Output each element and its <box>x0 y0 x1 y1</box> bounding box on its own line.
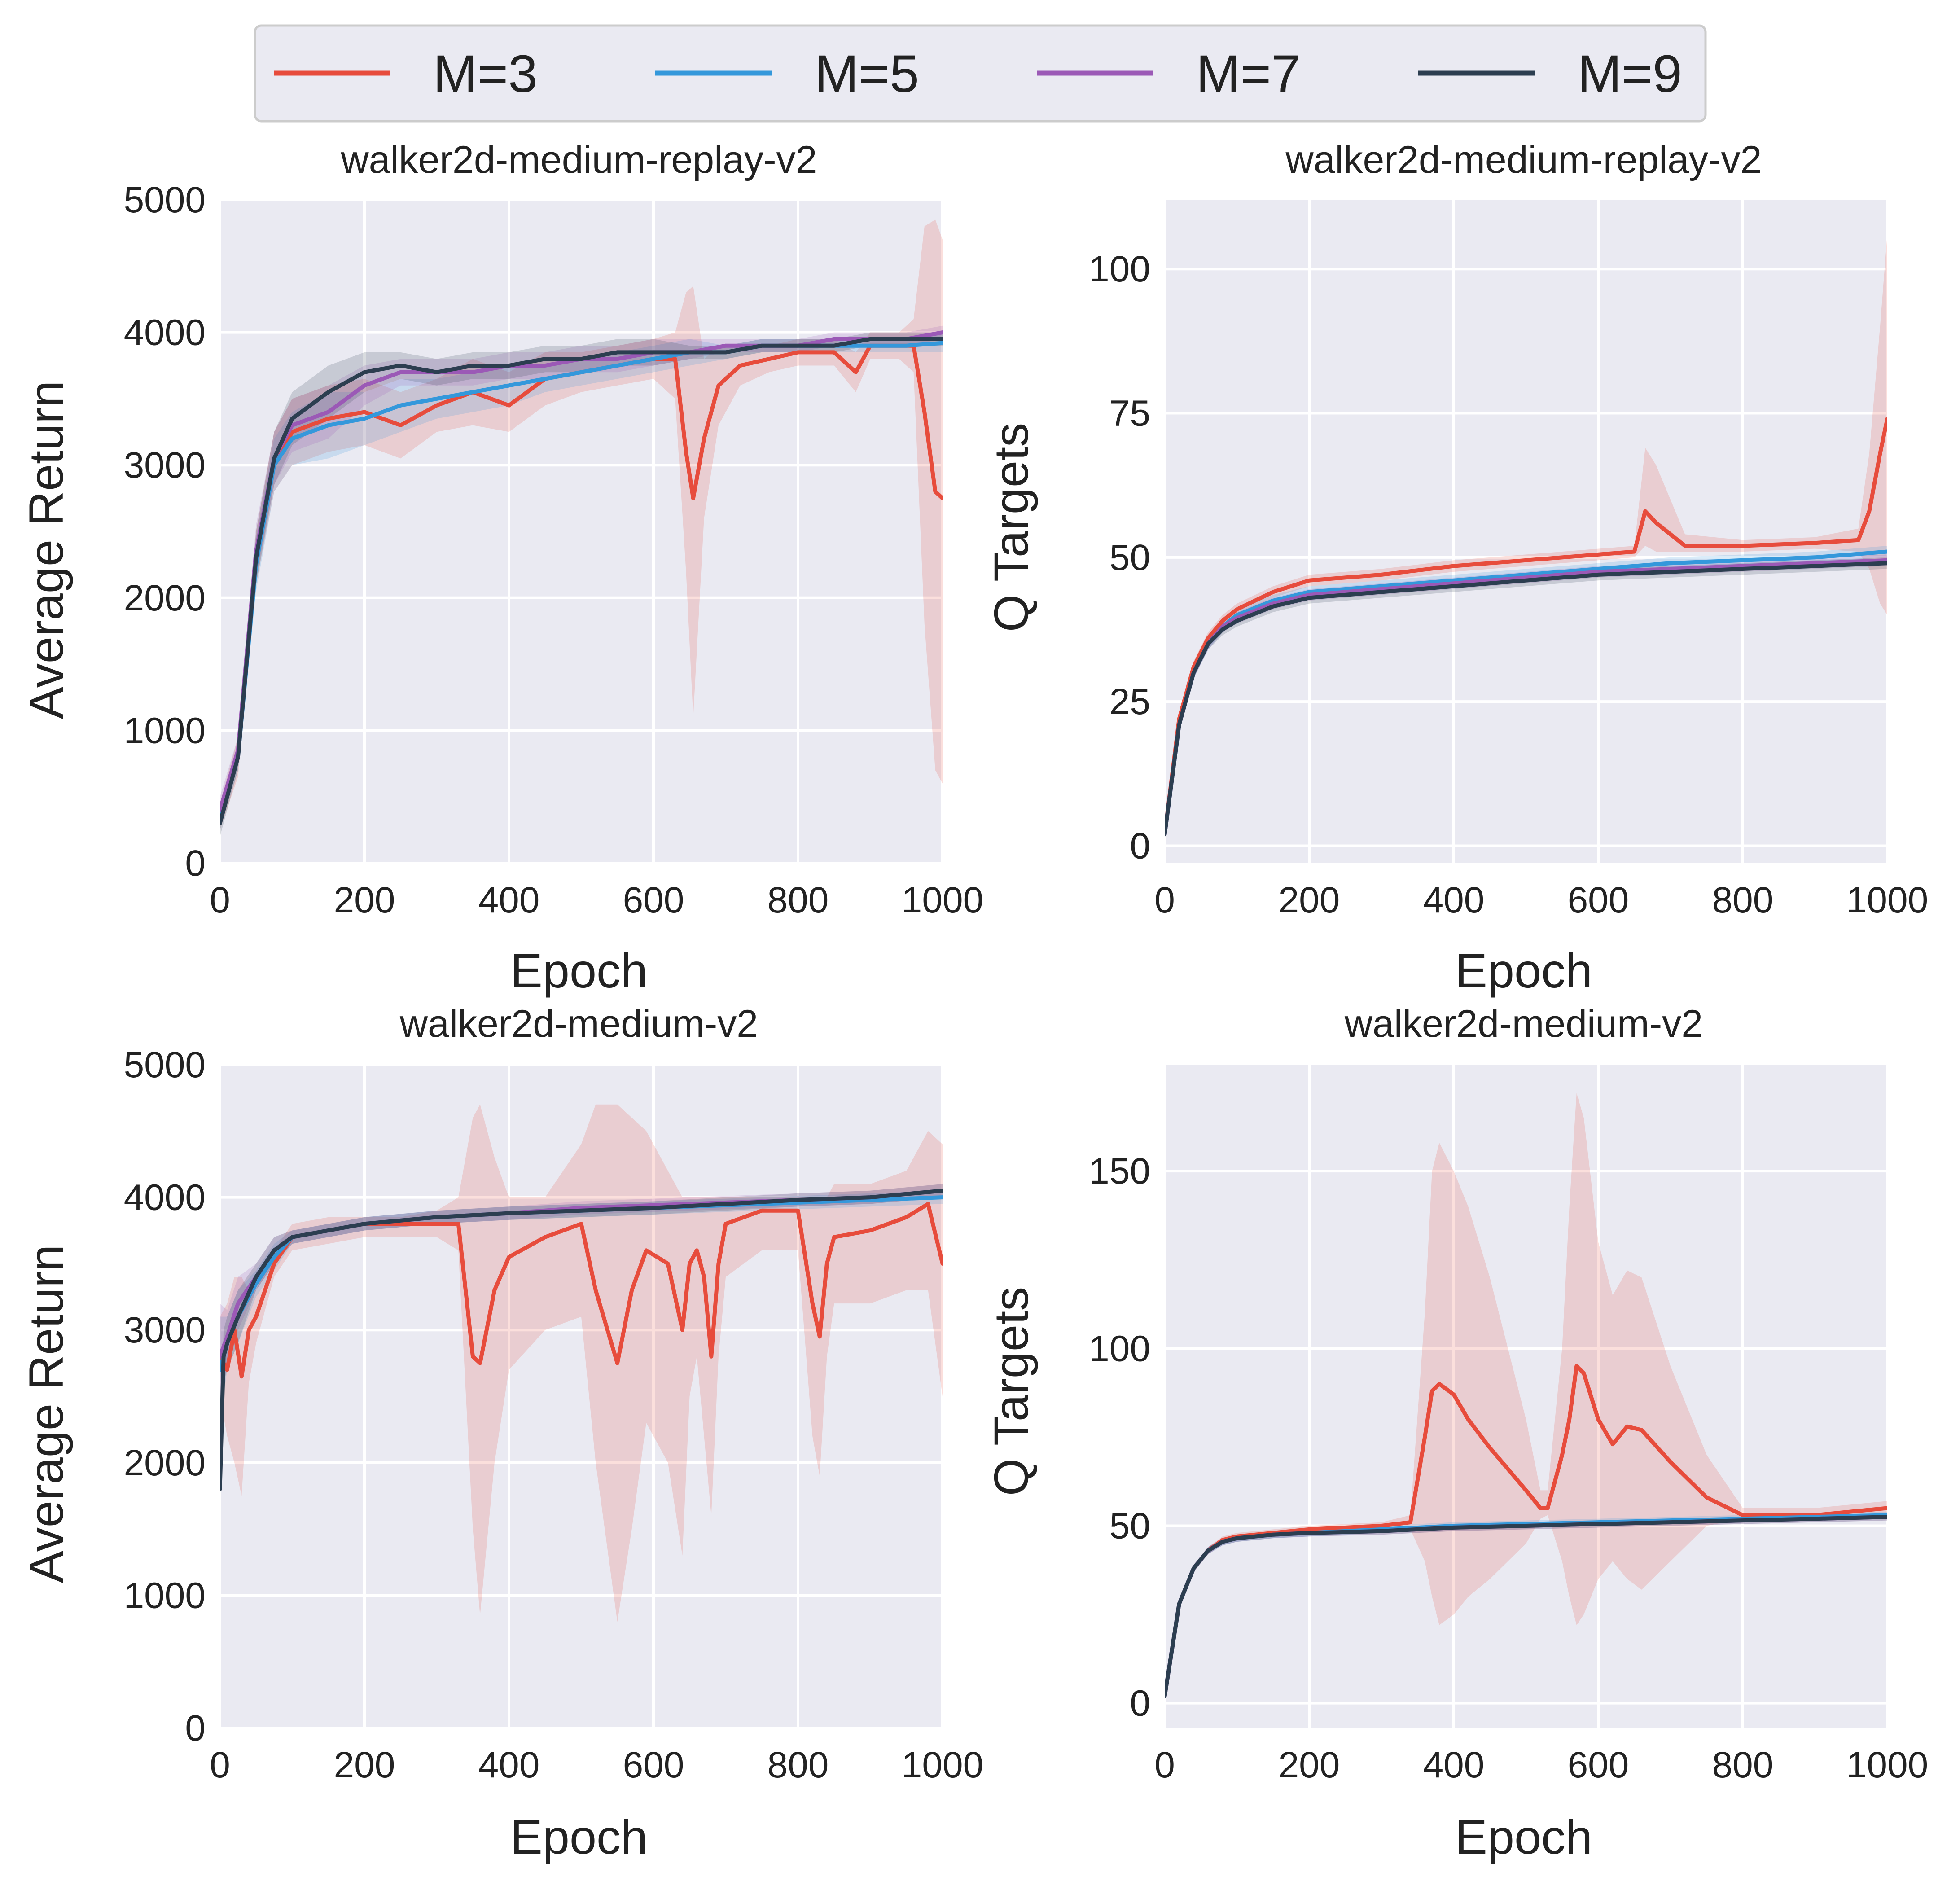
x-tick-label: 0 <box>1154 880 1175 921</box>
x-tick-label: 600 <box>623 880 684 921</box>
y-axis-label: Q Targets <box>984 1287 1038 1496</box>
series-line-m9 <box>1165 561 1887 837</box>
y-axis-label: Q Targets <box>984 423 1038 632</box>
series-line-m9 <box>220 337 943 825</box>
y-tick-label: 4000 <box>124 312 206 353</box>
plot-marks <box>1165 1093 1887 1700</box>
legend-frame <box>254 24 1707 123</box>
x-tick-label: 200 <box>1279 880 1340 921</box>
x-axis-label: Epoch <box>510 943 648 998</box>
x-tick-label: 800 <box>767 1745 829 1785</box>
y-tick-label: 100 <box>1089 249 1150 289</box>
plot-area <box>1163 1065 1889 1728</box>
x-axis-label: Epoch <box>1455 1810 1592 1864</box>
plot-background <box>220 200 943 863</box>
panel-title: walker2d-medium-replay-v2 <box>1285 138 1762 181</box>
gridlines <box>219 198 944 864</box>
x-tick-label: 600 <box>623 1745 684 1785</box>
x-tick-label: 400 <box>478 880 540 921</box>
y-tick-label: 100 <box>1089 1328 1150 1369</box>
x-tick-label: 400 <box>478 1745 540 1785</box>
panel-title: walker2d-medium-v2 <box>399 1002 758 1045</box>
x-tick-label: 0 <box>210 1745 230 1785</box>
y-tick-label: 2000 <box>124 578 206 618</box>
y-tick-label: 3000 <box>124 1310 206 1351</box>
series-line-m9 <box>1165 1515 1887 1698</box>
y-tick-label: 1000 <box>124 1575 206 1616</box>
legend-label-m9: M=9 <box>1578 44 1682 104</box>
plot-marks <box>220 219 943 837</box>
series-line-m9 <box>220 1189 943 1491</box>
x-tick-label: 800 <box>1712 880 1774 921</box>
y-tick-label: 0 <box>185 1708 206 1749</box>
y-tick-label: 2000 <box>124 1443 206 1483</box>
x-tick-label: 1000 <box>1846 880 1928 921</box>
legend-label-m5: M=5 <box>815 44 919 104</box>
y-tick-label: 5000 <box>124 180 206 220</box>
panel-medium-replay-return: walker2d-medium-replay-v2 Epoch Average … <box>19 138 983 998</box>
plot-background <box>220 1065 943 1728</box>
tick-labels: 0 200 400 600 800 1000 0 1000 2000 3000 4000 5000 <box>124 180 984 921</box>
series-band-m3 <box>220 219 943 830</box>
y-tick-label: 25 <box>1109 681 1150 722</box>
x-tick-label: 0 <box>1154 1745 1175 1785</box>
legend-entry-m7: M=7 <box>1037 44 1301 104</box>
x-tick-label: 0 <box>210 880 230 921</box>
y-tick-label: 0 <box>1130 825 1150 866</box>
panel-title: walker2d-medium-v2 <box>1344 1002 1703 1045</box>
plot-marks <box>220 1104 943 1622</box>
legend-label-m7: M=7 <box>1196 44 1301 104</box>
x-tick-label: 800 <box>767 880 829 921</box>
y-tick-label: 0 <box>1130 1683 1150 1724</box>
panel-medium-q-targets: walker2d-medium-v2 Epoch Q Targets 0 200 4… <box>984 1002 1928 1864</box>
x-tick-label: 400 <box>1423 1745 1485 1785</box>
series-band-m3 <box>220 1104 943 1622</box>
x-axis-label: Epoch <box>510 1810 648 1864</box>
y-tick-label: 1000 <box>124 710 206 751</box>
y-tick-label: 75 <box>1109 393 1150 434</box>
panel-medium-return: walker2d-medium-v2 Epoch Average Return … <box>19 1002 983 1864</box>
tick-labels: 0 200 400 600 800 1000 0 50 100 150 <box>1089 1151 1928 1785</box>
x-axis-label: Epoch <box>1455 943 1592 998</box>
x-tick-label: 600 <box>1568 880 1629 921</box>
gridlines <box>1163 200 1889 863</box>
panel-medium-replay-q-targets: walker2d-medium-replay-v2 Epoch Q Target… <box>984 138 1928 998</box>
y-tick-label: 150 <box>1089 1151 1150 1192</box>
legend: M=3 M=5 M=7 M=9 <box>254 24 1707 123</box>
y-axis-label: Average Return <box>19 381 73 719</box>
gridlines <box>1163 1065 1889 1728</box>
y-tick-label: 50 <box>1109 537 1150 578</box>
x-tick-label: 1000 <box>902 880 983 921</box>
y-tick-label: 5000 <box>124 1044 206 1085</box>
y-tick-label: 3000 <box>124 445 206 486</box>
x-tick-label: 200 <box>334 880 395 921</box>
plot-area <box>219 198 944 864</box>
legend-label-m3: M=3 <box>433 44 538 104</box>
tick-labels: 0 200 400 600 800 1000 0 25 50 75 100 <box>1089 249 1928 921</box>
legend-entry-m9: M=9 <box>1418 44 1682 104</box>
y-tick-label: 0 <box>185 843 206 884</box>
y-tick-label: 50 <box>1109 1505 1150 1546</box>
x-tick-label: 200 <box>334 1745 395 1785</box>
x-tick-label: 1000 <box>1846 1745 1928 1785</box>
plot-background <box>1165 1065 1887 1728</box>
y-axis-label: Average Return <box>19 1245 73 1583</box>
panel-title: walker2d-medium-replay-v2 <box>340 138 817 181</box>
legend-entry-m5: M=5 <box>655 44 919 104</box>
x-tick-label: 1000 <box>902 1745 983 1785</box>
x-tick-label: 200 <box>1279 1745 1340 1785</box>
plot-area <box>1163 200 1889 863</box>
y-tick-label: 4000 <box>124 1177 206 1218</box>
x-tick-label: 400 <box>1423 880 1485 921</box>
x-tick-label: 600 <box>1568 1745 1629 1785</box>
tick-labels: 0 200 400 600 800 1000 0 1000 2000 3000 4000 5000 <box>124 1044 984 1785</box>
legend-entry-m3: M=3 <box>274 44 538 104</box>
series-line-m3 <box>1165 417 1887 837</box>
x-tick-label: 800 <box>1712 1745 1774 1785</box>
plot-area <box>219 1063 944 1729</box>
plot-marks <box>1165 234 1887 840</box>
plot-background <box>1165 200 1887 863</box>
